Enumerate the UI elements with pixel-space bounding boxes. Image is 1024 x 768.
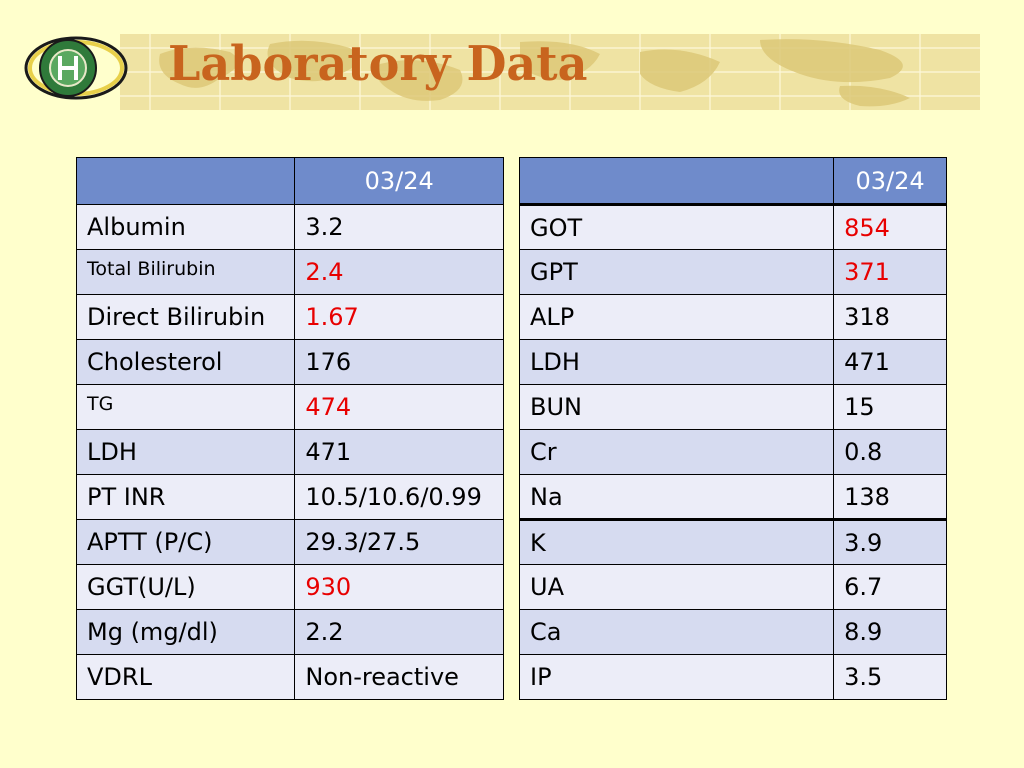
table-row: PT INR 10.5/10.6/0.99 [75, 474, 504, 520]
lab-table-left-body: Albumin 3.2 Total Bilirubin 2.4 Direct Bilir… [75, 204, 504, 700]
test-name-cell: APTT (P/C) [75, 519, 296, 565]
test-value-cell: 2.2 [294, 609, 504, 655]
test-name-cell: Mg (mg/dl) [75, 609, 296, 655]
table-row: Direct Bilirubin 1.67 [75, 294, 504, 340]
table-row: VDRL Non-reactive [75, 654, 504, 700]
test-name-cell: Albumin [75, 204, 296, 250]
header-label-cell [75, 157, 296, 205]
test-value-cell: 471 [833, 339, 947, 385]
test-name-cell: LDH [75, 429, 296, 475]
header-date-cell: 03/24 [833, 157, 947, 205]
table-row: UA 6.7 [518, 564, 947, 610]
test-name-cell: Direct Bilirubin [75, 294, 296, 340]
table-row: Albumin 3.2 [75, 204, 504, 250]
table-row: TG 474 [75, 384, 504, 430]
test-value-cell: 15 [833, 384, 947, 430]
test-value-cell: 0.8 [833, 429, 947, 475]
test-value-cell: 29.3/27.5 [294, 519, 504, 565]
table-row: Cholesterol 176 [75, 339, 504, 385]
table-row: BUN 15 [518, 384, 947, 430]
table-row: LDH 471 [75, 429, 504, 475]
test-value-cell: 471 [294, 429, 504, 475]
test-name-cell: Ca [518, 609, 835, 655]
test-value-cell: 2.4 [294, 249, 504, 295]
lab-table-left: 03/24 Albumin 3.2 Total Bilirubin 2.4 Direct… [75, 157, 504, 700]
test-value-cell: 3.9 [833, 518, 947, 565]
test-value-cell: 1.67 [294, 294, 504, 340]
test-value-cell: 474 [294, 384, 504, 430]
test-value-cell: 8.9 [833, 609, 947, 655]
table-header-row: 03/24 [518, 157, 947, 205]
table-row: ALP 318 [518, 294, 947, 340]
test-name-cell: PT INR [75, 474, 296, 520]
test-name-cell: UA [518, 564, 835, 610]
lab-table-right-body: GOT 854 GPT 371 ALP 318 LDH 471 BUN 15 Cr 0.8 Na 138 K… [518, 203, 947, 700]
test-name-cell: ALP [518, 294, 835, 340]
table-row: IP 3.5 [518, 654, 947, 700]
test-value-cell: 6.7 [833, 564, 947, 610]
hospital-seal-logo [24, 36, 128, 100]
test-name-cell: Na [518, 474, 835, 520]
header-label-cell [518, 157, 835, 205]
test-name-cell: Cholesterol [75, 339, 296, 385]
table-row: APTT (P/C) 29.3/27.5 [75, 519, 504, 565]
test-name-cell: VDRL [75, 654, 296, 700]
test-name-cell: Total Bilirubin [75, 249, 296, 295]
test-value-cell: 138 [833, 474, 947, 520]
test-value-cell: 854 [833, 203, 947, 250]
test-value-cell: Non-reactive [294, 654, 504, 700]
table-row: GPT 371 [518, 249, 947, 295]
world-map-background [120, 34, 980, 110]
test-value-cell: 10.5/10.6/0.99 [294, 474, 504, 520]
test-value-cell: 3.5 [833, 654, 947, 700]
test-name-cell: GPT [518, 249, 835, 295]
page-title: Laboratory Data [168, 36, 588, 92]
table-row: Total Bilirubin 2.4 [75, 249, 504, 295]
test-value-cell: 176 [294, 339, 504, 385]
header-date-cell: 03/24 [294, 157, 504, 205]
lab-table-right: 03/24 GOT 854 GPT 371 ALP 318 LDH 471 BUN 15 Cr 0.8… [518, 157, 947, 700]
test-name-cell: BUN [518, 384, 835, 430]
test-value-cell: 318 [833, 294, 947, 340]
table-row: Cr 0.8 [518, 429, 947, 475]
test-name-cell: Cr [518, 429, 835, 475]
table-row: GGT(U/L) 930 [75, 564, 504, 610]
test-name-cell: K [518, 518, 835, 565]
table-header-row: 03/24 [75, 157, 504, 205]
title-banner [120, 34, 980, 110]
test-value-cell: 371 [833, 249, 947, 295]
table-row: Mg (mg/dl) 2.2 [75, 609, 504, 655]
table-row: K 3.9 [518, 518, 947, 565]
table-row: LDH 471 [518, 339, 947, 385]
test-name-cell: IP [518, 654, 835, 700]
test-name-cell: GGT(U/L) [75, 564, 296, 610]
test-name-cell: GOT [518, 203, 835, 250]
table-row: GOT 854 [518, 203, 947, 250]
test-name-cell: TG [75, 384, 296, 430]
test-value-cell: 3.2 [294, 204, 504, 250]
test-value-cell: 930 [294, 564, 504, 610]
table-row: Na 138 [518, 474, 947, 520]
table-row: Ca 8.9 [518, 609, 947, 655]
test-name-cell: LDH [518, 339, 835, 385]
